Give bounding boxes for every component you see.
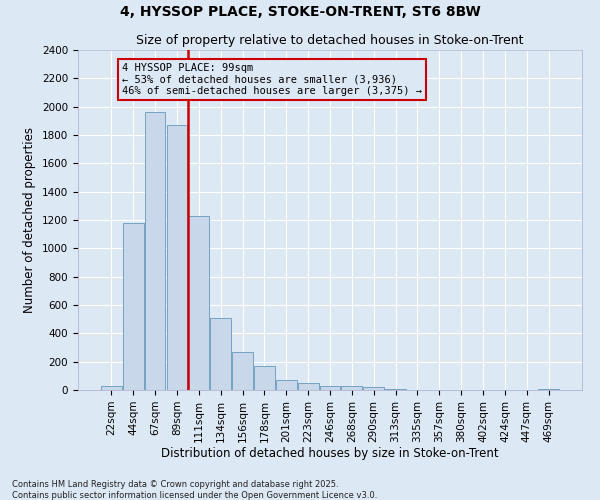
Text: 4, HYSSOP PLACE, STOKE-ON-TRENT, ST6 8BW: 4, HYSSOP PLACE, STOKE-ON-TRENT, ST6 8BW bbox=[119, 5, 481, 19]
Bar bbox=[385, 389, 406, 390]
Bar bbox=[101, 386, 122, 390]
Text: 4 HYSSOP PLACE: 99sqm
← 53% of detached houses are smaller (3,936)
46% of semi-d: 4 HYSSOP PLACE: 99sqm ← 53% of detached … bbox=[122, 62, 422, 96]
Text: Contains HM Land Registry data © Crown copyright and database right 2025.
Contai: Contains HM Land Registry data © Crown c… bbox=[12, 480, 377, 500]
Bar bbox=[145, 112, 166, 390]
X-axis label: Distribution of detached houses by size in Stoke-on-Trent: Distribution of detached houses by size … bbox=[161, 448, 499, 460]
Bar bbox=[364, 388, 384, 390]
Title: Size of property relative to detached houses in Stoke-on-Trent: Size of property relative to detached ho… bbox=[136, 34, 524, 48]
Bar bbox=[188, 216, 209, 390]
Bar bbox=[320, 386, 340, 390]
Bar bbox=[123, 223, 143, 390]
Bar bbox=[298, 383, 319, 390]
Bar bbox=[232, 352, 253, 390]
Bar bbox=[210, 318, 231, 390]
Bar bbox=[167, 125, 187, 390]
Bar bbox=[276, 380, 296, 390]
Bar bbox=[341, 386, 362, 390]
Y-axis label: Number of detached properties: Number of detached properties bbox=[23, 127, 37, 313]
Bar bbox=[254, 366, 275, 390]
